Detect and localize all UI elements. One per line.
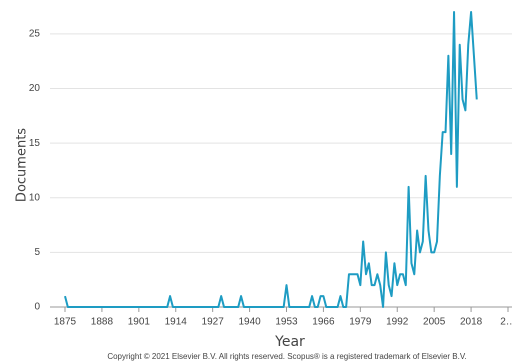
- x-tick-label: 2005: [423, 317, 446, 328]
- x-tick-label: 2…: [500, 317, 513, 328]
- x-tick-label: 1979: [349, 317, 372, 328]
- y-tick-label: 10: [29, 192, 41, 203]
- copyright: Copyright © 2021 Elsevier B.V. All right…: [107, 352, 466, 361]
- x-tick-label: 1927: [202, 317, 225, 328]
- y-tick-label: 15: [29, 138, 41, 149]
- x-tick-label: 1940: [238, 317, 261, 328]
- x-tick-label: 1953: [275, 317, 298, 328]
- x-tick-label: 1992: [386, 317, 409, 328]
- y-tick-label: 20: [29, 83, 41, 94]
- data-line: [64, 11, 478, 308]
- y-tick-label: 25: [29, 28, 41, 39]
- x-tick-label: 1875: [54, 317, 77, 328]
- x-tick-label: 1901: [128, 317, 151, 328]
- x-tick-label: 1888: [91, 317, 114, 328]
- y-tick-label: 5: [34, 247, 40, 258]
- x-tick-label: 1966: [312, 317, 335, 328]
- x-tick-label: 2018: [460, 317, 483, 328]
- x-tick-label: 1914: [165, 317, 188, 328]
- y-tick-label: 0: [34, 302, 40, 313]
- x-axis-label: Year: [274, 334, 305, 350]
- y-axis-label: Documents: [15, 128, 30, 202]
